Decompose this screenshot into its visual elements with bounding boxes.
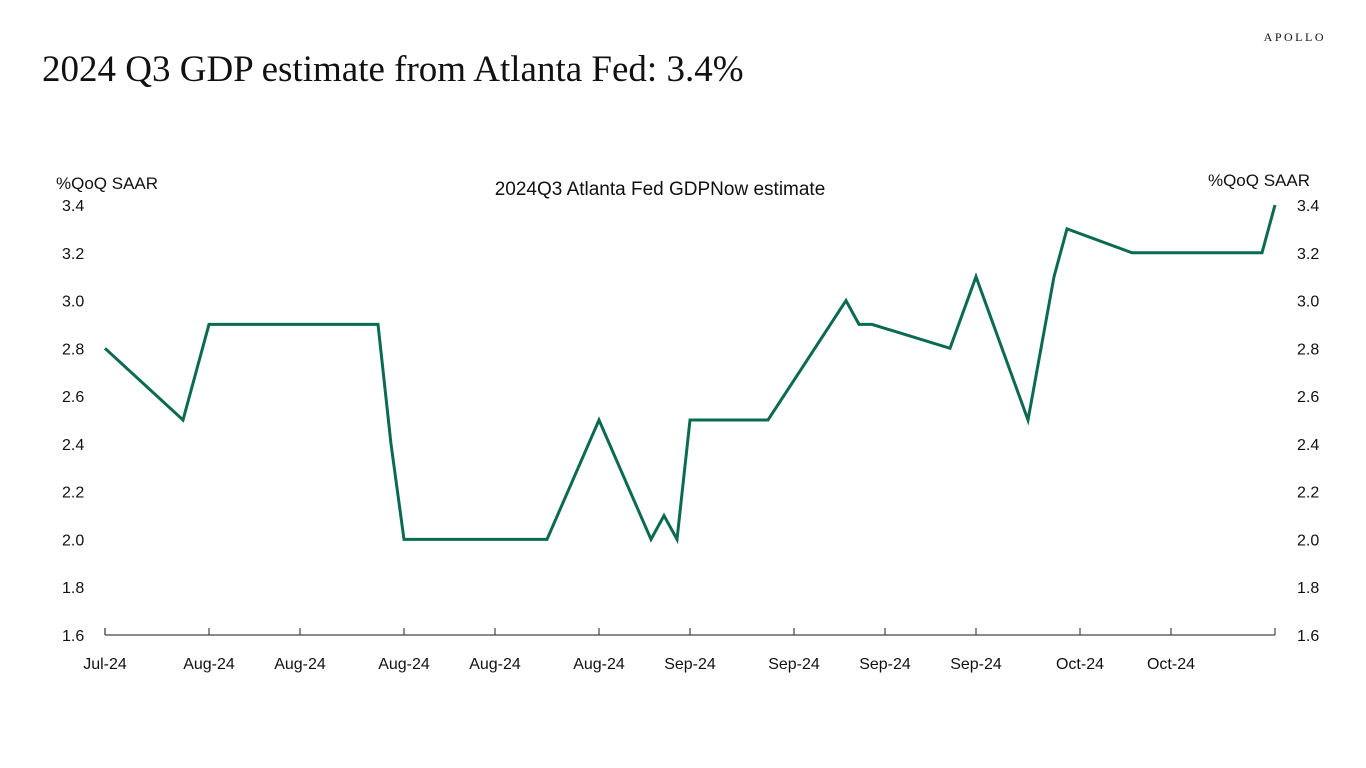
- brand-logo: APOLLO: [1263, 30, 1326, 44]
- y-tick-label-left: 2.2: [62, 485, 84, 502]
- plot-area: [103, 204, 1277, 545]
- y-tick-label-right: 2.0: [1297, 532, 1319, 549]
- y-axis-label-left: %QoQ SAAR: [56, 174, 158, 193]
- y-tick-label-left: 2.4: [62, 437, 84, 454]
- x-tick-label: Sep-24: [859, 656, 911, 673]
- y-tick-label-right: 3.4: [1297, 198, 1319, 215]
- y-tick-label-right: 3.0: [1297, 294, 1319, 311]
- x-tick-label: Oct-24: [1147, 656, 1195, 673]
- x-tick-label: Aug-24: [573, 656, 625, 673]
- x-tick-label: Aug-24: [378, 656, 430, 673]
- y-tick-label-left: 3.4: [62, 198, 84, 215]
- y-tick-label-right: 2.8: [1297, 341, 1319, 358]
- x-axis: Jul-24 Aug-24 Aug-24 Aug-24 Aug-24 Aug-24 Sep-…: [83, 628, 1276, 673]
- y-tick-label-right: 2.6: [1297, 389, 1319, 406]
- y-tick-label-right: 1.8: [1297, 580, 1319, 597]
- y-tick-label-left: 1.8: [62, 580, 84, 597]
- y-tick-label-left: 3.0: [62, 294, 84, 311]
- chart-title: 2024Q3 Atlanta Fed GDPNow estimate: [495, 179, 826, 200]
- x-tick-label: Sep-24: [950, 656, 1002, 673]
- x-tick-label: Sep-24: [768, 656, 820, 673]
- x-tick-label: Aug-24: [183, 656, 235, 673]
- y-axis-label-right: %QoQ SAAR: [1208, 171, 1310, 190]
- x-tick-label: Aug-24: [274, 656, 326, 673]
- x-tick-label: Oct-24: [1056, 656, 1104, 673]
- x-tick-label: Sep-24: [664, 656, 716, 673]
- x-tick-label: Aug-24: [469, 656, 521, 673]
- y-tick-label-left: 2.6: [62, 389, 84, 406]
- series-line: [103, 204, 1277, 545]
- y-axis-left: 1.6 1.8 2.0 2.2 2.4 2.6 2.8 3.0 3.2 3.4: [62, 198, 84, 645]
- page-title: 2024 Q3 GDP estimate from Atlanta Fed: 3…: [42, 49, 744, 90]
- y-tick-label-right: 3.2: [1297, 246, 1319, 263]
- x-tick-label: Jul-24: [83, 656, 127, 673]
- y-tick-label-left: 1.6: [62, 628, 84, 645]
- y-tick-label-right: 1.6: [1297, 628, 1319, 645]
- y-tick-label-left: 2.8: [62, 341, 84, 358]
- y-tick-label-right: 2.2: [1297, 485, 1319, 502]
- y-tick-label-left: 3.2: [62, 246, 84, 263]
- y-tick-label-right: 2.4: [1297, 437, 1319, 454]
- y-axis-right: 1.6 1.8 2.0 2.2 2.4 2.6 2.8 3.0 3.2 3.4: [1297, 198, 1319, 645]
- y-tick-label-left: 2.0: [62, 532, 84, 549]
